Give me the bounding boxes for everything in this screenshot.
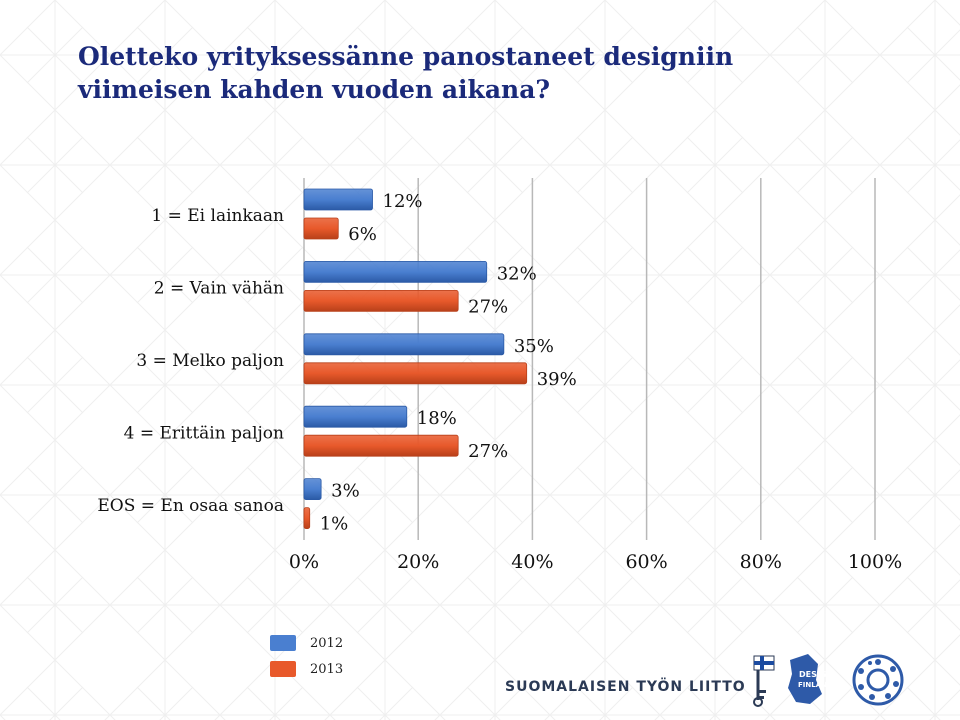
chart-title-line1: Oletteko yrityksessänne panostaneet desi…	[78, 42, 734, 71]
data-label-2012: 32%	[497, 263, 537, 284]
x-tick-label: 100%	[848, 551, 902, 573]
category-label: 3 = Melko paljon	[136, 351, 284, 371]
category-label: 1 = Ei lainkaan	[151, 206, 284, 226]
x-tick-label: 0%	[289, 551, 319, 573]
data-label-2012: 18%	[417, 408, 457, 429]
bar-2013	[303, 217, 339, 240]
bar-2013	[303, 289, 459, 312]
data-label-2013: 1%	[320, 514, 349, 535]
bar-2012	[303, 478, 322, 501]
data-label-2012: 12%	[383, 191, 423, 212]
circular-emblem-icon	[852, 654, 904, 706]
key-flag-icon	[753, 655, 775, 707]
data-label-2012: 3%	[331, 481, 360, 502]
x-tick-label: 80%	[740, 551, 782, 573]
bar-2013	[303, 507, 311, 530]
legend-label-2012: 2012	[310, 635, 344, 651]
svg-text:FINLAND: FINLAND	[798, 681, 833, 689]
chart-title: Oletteko yrityksessänne panostaneet desi…	[78, 40, 878, 106]
bar-2013	[303, 362, 528, 385]
bar-2012	[303, 333, 505, 356]
legend-label-2013: 2013	[310, 661, 344, 677]
legend-swatch-2013	[270, 661, 296, 677]
footer-logos: DESIGN FINLAND	[753, 654, 904, 707]
x-tick-label: 60%	[625, 551, 667, 573]
category-label: EOS = En osaa sanoa	[97, 496, 284, 516]
chart-title-line2: viimeisen kahden vuoden aikana?	[78, 75, 551, 104]
organization-name: SUOMALAISEN TYÖN LIITTO	[505, 679, 746, 695]
data-label-2013: 27%	[468, 441, 508, 462]
category-label: 4 = Erittäin paljon	[124, 423, 284, 443]
bar-2012	[303, 188, 373, 211]
data-label-2013: 39%	[537, 369, 577, 390]
category-label: 2 = Vain vähän	[154, 279, 284, 299]
legend-item-2013: 2013	[270, 656, 343, 682]
svg-text:DESIGN: DESIGN	[799, 670, 833, 679]
x-tick-label: 20%	[397, 551, 439, 573]
legend: 2012 2013	[270, 630, 343, 682]
bar-2012	[303, 405, 408, 428]
bar-2012	[303, 260, 488, 283]
bar-2013	[303, 434, 459, 457]
x-tick-label: 40%	[511, 551, 553, 573]
bar-chart: 0% 20% 40% 60% 80% 100% 1 = Ei lainkaan 12% 6% 2 …	[97, 178, 902, 573]
legend-item-2012: 2012	[270, 630, 343, 656]
design-finland-logo: DESIGN FINLAND	[788, 654, 833, 704]
data-label-2013: 27%	[468, 296, 508, 317]
legend-swatch-2012	[270, 635, 296, 651]
data-label-2012: 35%	[514, 336, 554, 357]
data-label-2013: 6%	[348, 224, 377, 245]
